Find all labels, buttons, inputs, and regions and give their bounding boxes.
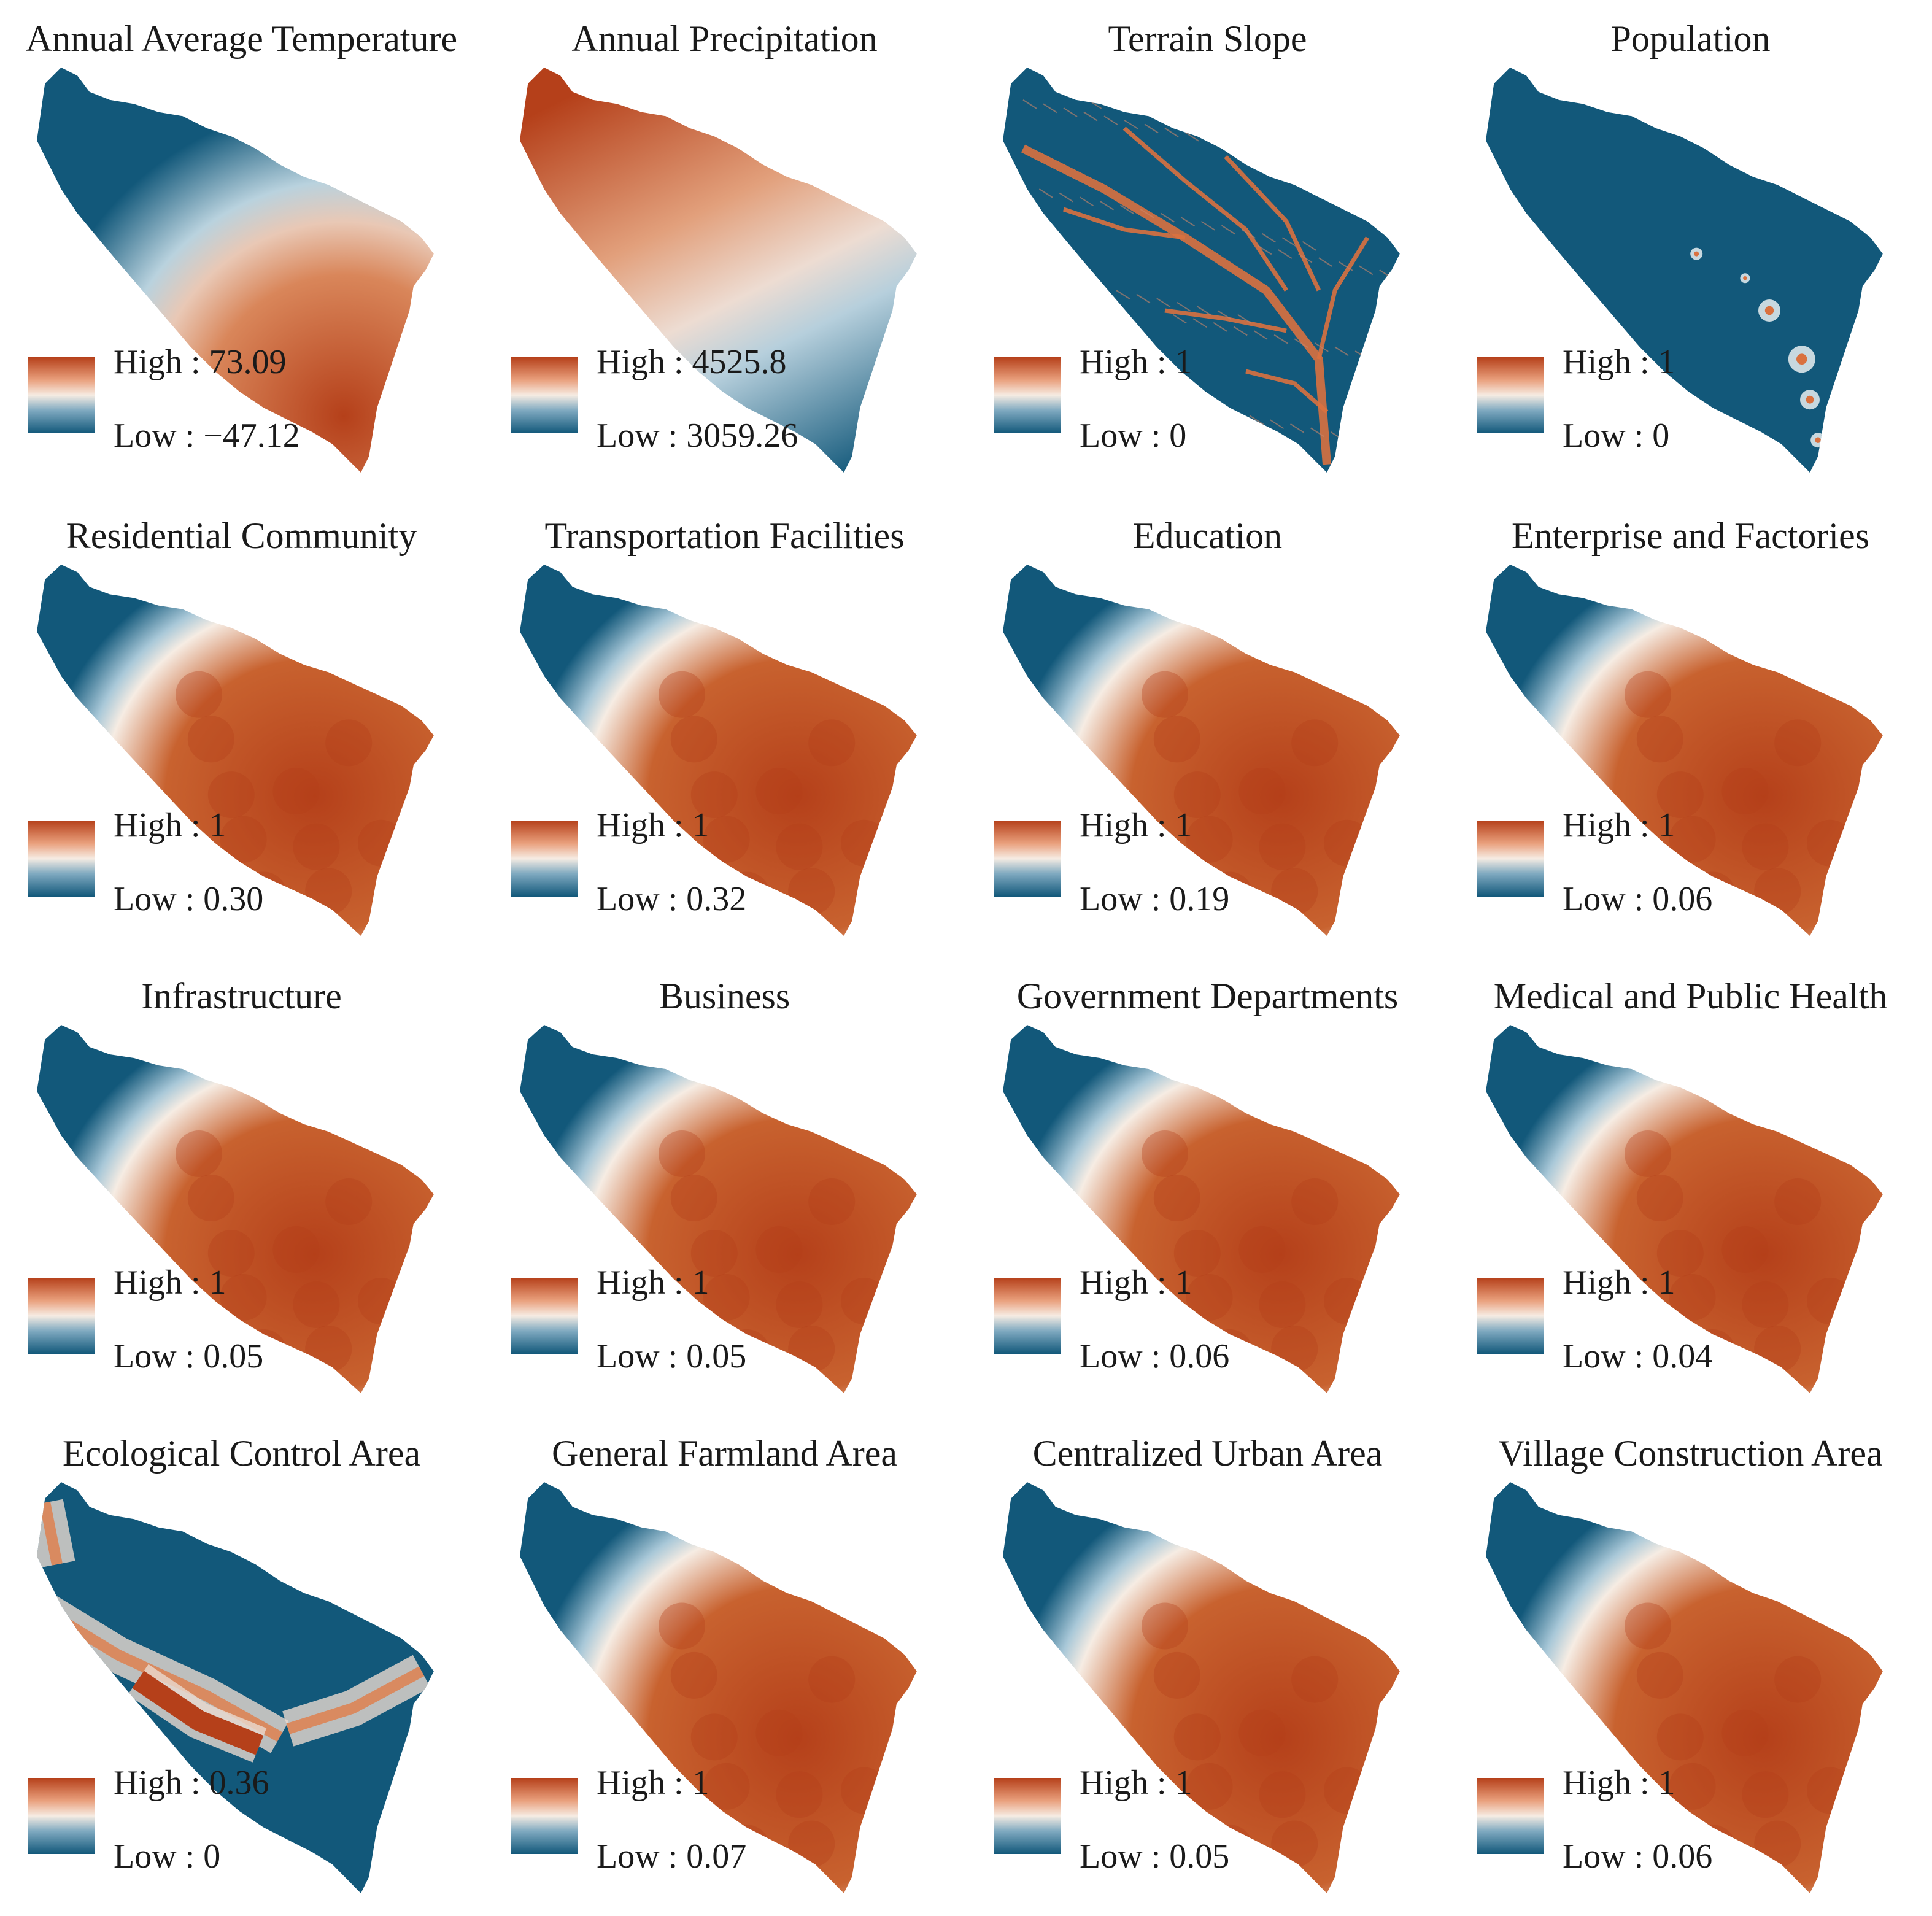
basin-map	[1486, 1025, 1883, 1393]
legend-high-label: High : 1	[1563, 1264, 1675, 1302]
map-panel: Ecological Control Area High : 0.36 Low : …	[0, 1415, 483, 1912]
basin-map	[37, 1482, 434, 1893]
map-panel: Infrastructure High : 1 Low : 0.05	[0, 957, 483, 1412]
map-panel: Annual Precipitation High : 4525.8 Low : 3…	[483, 0, 966, 491]
legend-color-ramp	[28, 1778, 95, 1854]
legend-low-label: Low : 0.05	[114, 1337, 264, 1375]
legend-color-ramp	[994, 1278, 1061, 1354]
basin-map	[1003, 1025, 1400, 1393]
map-title: Infrastructure	[141, 976, 342, 1016]
legend-high-label: High : 1	[1080, 343, 1192, 381]
legend-low-label: Low : 0.06	[1080, 1337, 1230, 1375]
map-title: Ecological Control Area	[62, 1433, 421, 1474]
map-title: Enterprise and Factories	[1511, 516, 1870, 556]
map-panel: Government Departments High : 1 Low : 0.06	[966, 957, 1449, 1412]
basin-map	[37, 1025, 434, 1393]
map-panel: Enterprise and Factories High : 1 Low : 0.…	[1449, 497, 1932, 954]
map-panel: Village Construction Area High : 1 Low : 0…	[1449, 1415, 1932, 1912]
map-panel: Transportation Facilities High : 1 Low : 0…	[483, 497, 966, 954]
legend-low-label: Low : 0.06	[1563, 880, 1713, 918]
legend-low-label: Low : −47.12	[114, 417, 300, 455]
legend-color-ramp	[28, 357, 95, 433]
legend-high-label: High : 1	[1080, 1264, 1192, 1302]
map-panel: Centralized Urban Area High : 1 Low : 0.05	[966, 1415, 1449, 1912]
map-title: Annual Precipitation	[571, 18, 878, 59]
legend-low-label: Low : 0.19	[1080, 880, 1230, 918]
legend-low-label: Low : 0	[114, 1837, 221, 1875]
legend-color-ramp	[1477, 1778, 1544, 1854]
legend-color-ramp	[28, 1278, 95, 1354]
map-panel: Education High : 1 Low : 0.19	[966, 497, 1449, 954]
legend-color-ramp	[1477, 1278, 1544, 1354]
legend-high-label: High : 1	[1563, 806, 1675, 844]
legend-low-label: Low : 0	[1563, 417, 1670, 455]
map-title: Transportation Facilities	[544, 516, 905, 556]
legend-color-ramp	[28, 821, 95, 897]
map-title: Government Departments	[1016, 976, 1399, 1016]
basin-map	[520, 68, 917, 473]
legend-color-ramp	[994, 357, 1061, 433]
basin-map	[1003, 68, 1400, 473]
map-title: Terrain Slope	[1108, 18, 1307, 59]
legend-high-label: High : 1	[114, 806, 226, 844]
legend-high-label: High : 73.09	[114, 343, 287, 381]
basin-map	[1486, 565, 1883, 936]
legend-high-label: High : 1	[597, 806, 709, 844]
map-panel: Business High : 1 Low : 0.05	[483, 957, 966, 1412]
legend-color-ramp	[994, 1778, 1061, 1854]
basin-map	[37, 565, 434, 936]
map-title: Annual Average Temperature	[25, 18, 458, 59]
legend-low-label: Low : 0.06	[1563, 1837, 1713, 1875]
map-panel: Medical and Public Health High : 1 Low : 0…	[1449, 957, 1932, 1412]
legend-low-label: Low : 3059.26	[597, 417, 798, 455]
legend-high-label: High : 0.36	[114, 1764, 269, 1802]
legend-color-ramp	[511, 1278, 578, 1354]
map-title: Residential Community	[66, 516, 417, 556]
map-title: Education	[1132, 516, 1283, 556]
map-panel: General Farmland Area High : 1 Low : 0.07	[483, 1415, 966, 1912]
legend-color-ramp	[511, 1778, 578, 1854]
basin-map	[520, 1482, 917, 1893]
map-title: General Farmland Area	[551, 1433, 898, 1474]
legend-low-label: Low : 0.04	[1563, 1337, 1713, 1375]
map-title: Centralized Urban Area	[1032, 1433, 1383, 1474]
map-panel: Annual Average Temperature High : 73.09 Lo…	[0, 0, 483, 491]
map-title: Medical and Public Health	[1493, 976, 1888, 1016]
map-title: Population	[1610, 18, 1771, 59]
legend-high-label: High : 1	[597, 1264, 709, 1302]
legend-high-label: High : 1	[1563, 343, 1675, 381]
legend-high-label: High : 1	[1080, 806, 1192, 844]
map-panel: Population High : 1 Low : 0	[1449, 0, 1932, 491]
basin-map	[520, 1025, 917, 1393]
legend-low-label: Low : 0	[1080, 417, 1187, 455]
legend-low-label: Low : 0.32	[597, 880, 747, 918]
map-panel: Terrain Slope High : 1 Low : 0	[966, 0, 1449, 491]
basin-map	[37, 68, 434, 473]
legend-low-label: Low : 0.07	[597, 1837, 747, 1875]
legend-low-label: Low : 0.05	[1080, 1837, 1230, 1875]
legend-color-ramp	[994, 821, 1061, 897]
basin-map	[520, 565, 917, 936]
legend-high-label: High : 1	[1563, 1764, 1675, 1802]
basin-map	[1003, 1482, 1400, 1893]
map-title: Village Construction Area	[1498, 1433, 1883, 1474]
map-title: Business	[659, 976, 790, 1016]
legend-color-ramp	[511, 357, 578, 433]
legend-high-label: High : 4525.8	[597, 343, 787, 381]
map-panel: Residential Community High : 1 Low : 0.30	[0, 497, 483, 954]
legend-low-label: Low : 0.05	[597, 1337, 747, 1375]
basin-map	[1486, 1482, 1883, 1893]
basin-map	[1486, 68, 1883, 473]
legend-high-label: High : 1	[1080, 1764, 1192, 1802]
legend-high-label: High : 1	[114, 1264, 226, 1302]
legend-low-label: Low : 0.30	[114, 880, 264, 918]
legend-high-label: High : 1	[597, 1764, 709, 1802]
basin-map	[1003, 565, 1400, 936]
legend-color-ramp	[1477, 357, 1544, 433]
legend-color-ramp	[1477, 821, 1544, 897]
legend-color-ramp	[511, 821, 578, 897]
